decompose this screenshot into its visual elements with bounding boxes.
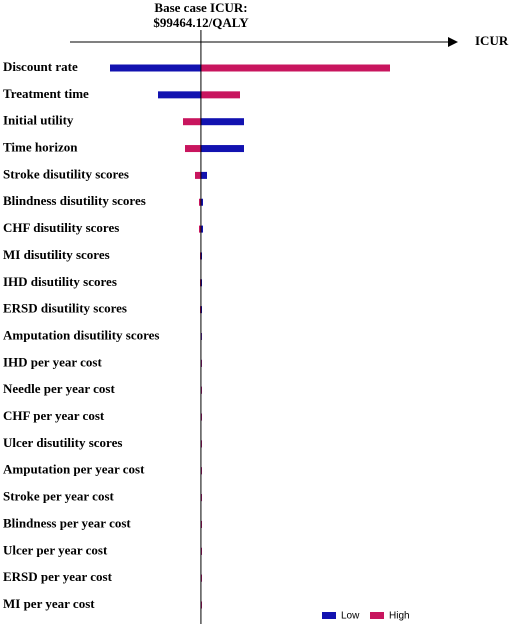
x-axis-label: ICUR bbox=[475, 33, 509, 48]
bar bbox=[200, 225, 203, 233]
legend-swatch bbox=[370, 612, 384, 619]
bar bbox=[195, 171, 201, 179]
category-label: Blindness per year cost bbox=[3, 515, 131, 530]
axis-arrow bbox=[448, 37, 458, 47]
category-label: Initial utility bbox=[3, 113, 74, 128]
category-label: Stroke per year cost bbox=[3, 489, 115, 504]
category-label: Amputation disutility scores bbox=[3, 327, 160, 342]
legend-swatch bbox=[322, 612, 336, 619]
bar bbox=[200, 118, 244, 126]
legend-label: Low bbox=[341, 611, 360, 622]
bar bbox=[200, 306, 202, 314]
chart-title: $99464.12/QALY bbox=[153, 15, 249, 30]
bar bbox=[158, 91, 201, 99]
bar bbox=[200, 171, 207, 179]
legend-label: High bbox=[389, 611, 410, 622]
category-label: IHD disutility scores bbox=[3, 274, 117, 289]
category-label: MI disutility scores bbox=[3, 247, 110, 262]
category-label: Needle per year cost bbox=[3, 381, 115, 396]
bar bbox=[200, 279, 202, 287]
category-label: MI per year cost bbox=[3, 596, 95, 611]
category-label: CHF per year cost bbox=[3, 408, 105, 423]
bar bbox=[185, 145, 201, 153]
category-label: ERSD disutility scores bbox=[3, 301, 127, 316]
category-label: Discount rate bbox=[3, 59, 78, 74]
bar bbox=[200, 91, 240, 99]
category-label: Time horizon bbox=[3, 140, 78, 155]
bar bbox=[200, 198, 203, 206]
bar bbox=[199, 198, 201, 206]
chart-title: Base case ICUR: bbox=[154, 0, 247, 15]
bar bbox=[199, 225, 201, 233]
bar bbox=[200, 64, 390, 72]
bar bbox=[110, 64, 201, 72]
category-label: CHF disutility scores bbox=[3, 220, 119, 235]
category-label: Blindness disutility scores bbox=[3, 193, 146, 208]
bar bbox=[183, 118, 201, 126]
category-label: IHD per year cost bbox=[3, 354, 102, 369]
category-label: Ulcer per year cost bbox=[3, 542, 108, 557]
category-label: Amputation per year cost bbox=[3, 462, 145, 477]
category-label: Stroke disutility scores bbox=[3, 166, 129, 181]
category-label: Treatment time bbox=[3, 86, 89, 101]
bar bbox=[200, 145, 244, 153]
bar bbox=[200, 252, 202, 260]
category-label: Ulcer disutility scores bbox=[3, 435, 122, 450]
category-label: ERSD per year cost bbox=[3, 569, 113, 584]
